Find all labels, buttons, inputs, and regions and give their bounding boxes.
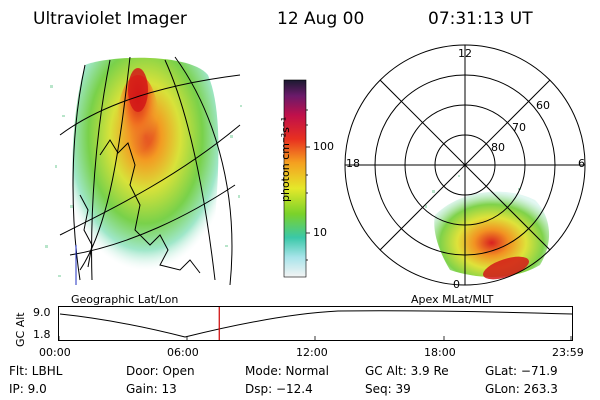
timeline-axis-title: GC Alt (14, 312, 27, 347)
info-seq: Seq: 39 (365, 382, 411, 396)
time-label: 07:31:13 UT (428, 9, 533, 29)
info-dsp: Dsp: −12.4 (245, 382, 313, 396)
date-label: 12 Aug 00 (277, 9, 365, 29)
altitude-curve (59, 310, 573, 338)
colorbar-unit-label: photon cm⁻²s⁻¹ (279, 116, 292, 202)
info-gc-alt: GC Alt: 3.9 Re (365, 364, 449, 378)
timeline-tick-0600: 06:00 (167, 346, 199, 359)
geo-noise-speckle (45, 85, 242, 277)
info-glon: GLon: 263.3 (485, 382, 558, 396)
info-door: Door: Open (126, 364, 195, 378)
timeline-tick-2359: 23:59 (552, 346, 584, 359)
timeline-y-bottom: 1.8 (33, 328, 51, 341)
polar-mlt-12: 12 (458, 47, 472, 60)
info-glat: GLat: −71.9 (485, 364, 558, 378)
geo-coastline-west (79, 194, 93, 268)
timeline-tick-1800: 18:00 (424, 346, 456, 359)
orbit-timeline[interactable] (58, 306, 574, 342)
polar-mlt-6: 6 (578, 157, 585, 170)
polar-aurora-oval (434, 191, 550, 277)
info-gain: Gain: 13 (126, 382, 177, 396)
polar-lat-60: 60 (536, 99, 550, 112)
timeline-tick-0000: 00:00 (39, 346, 71, 359)
polar-lat-70: 70 (512, 121, 526, 134)
geo-coastline (99, 139, 201, 274)
apex-panel-label: Apex MLat/MLT (411, 293, 494, 306)
polar-noise-speckle (425, 175, 521, 208)
info-filter: Flt: LBHL (9, 364, 63, 378)
info-ip: IP: 9.0 (9, 382, 47, 396)
colorbar-gradient (283, 79, 307, 278)
info-mode: Mode: Normal (245, 364, 329, 378)
polar-aurora-peak (483, 256, 529, 280)
colorbar-tick-10: 10 (313, 226, 327, 239)
app-title: Ultraviolet Imager (33, 9, 187, 29)
geographic-image-panel (45, 56, 242, 286)
colorbar-tick-100: 100 (313, 140, 334, 153)
timeline-y-top: 9.0 (33, 306, 51, 319)
polar-mlt-spokes (345, 45, 585, 285)
polar-lat-80: 80 (491, 141, 505, 154)
polar-mlt-18: 18 (346, 157, 360, 170)
polar-mlt-panel (344, 44, 586, 286)
timeline-ticks (58, 336, 572, 340)
geo-aurora-core (116, 75, 160, 185)
polar-mlt-0: 0 (453, 278, 460, 291)
colorbar-ticks (306, 109, 310, 261)
colorbar-panel (283, 79, 310, 278)
geographic-panel-label: Geographic Lat/Lon (71, 293, 179, 306)
timeline-tick-1200: 12:00 (296, 346, 328, 359)
geo-aurora-peak (128, 68, 148, 112)
